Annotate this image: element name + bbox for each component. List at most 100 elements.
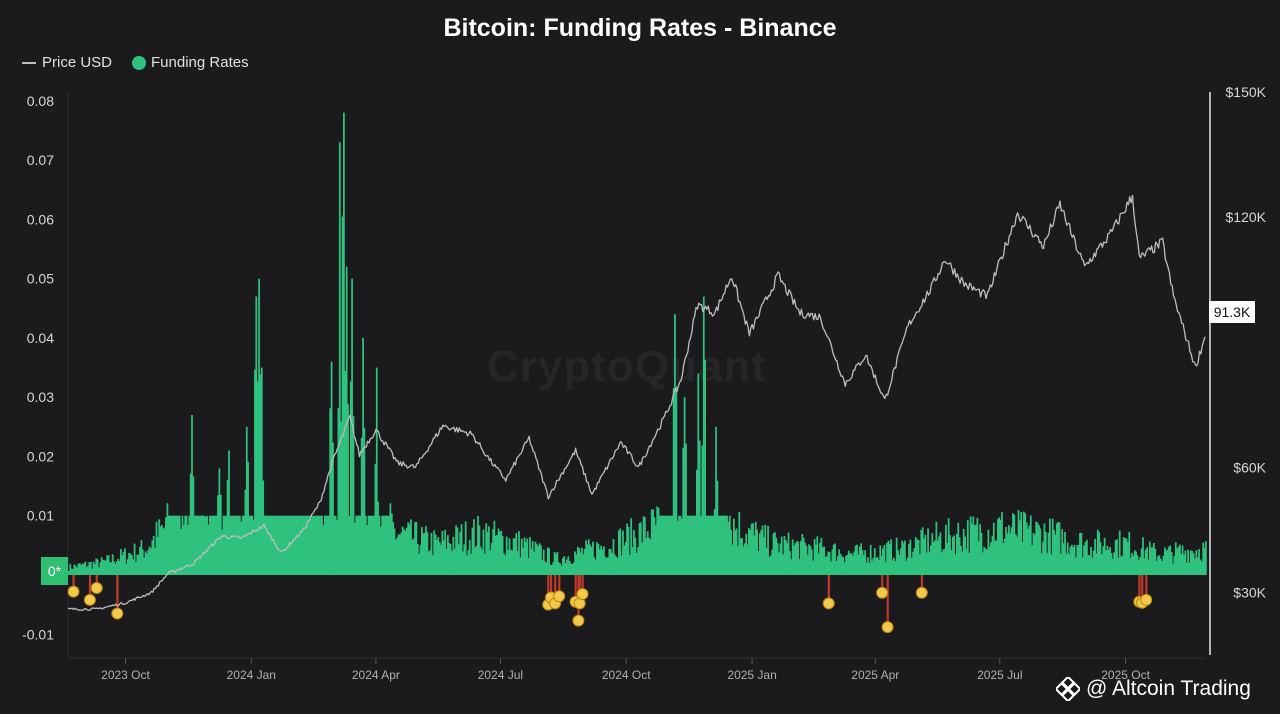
negative-funding-marker[interactable] (111, 607, 124, 620)
funding-bar (987, 529, 990, 575)
funding-bar (916, 539, 919, 575)
funding-bar (734, 530, 737, 575)
funding-bar (624, 542, 627, 575)
funding-bar (85, 567, 88, 575)
funding-bar (868, 562, 871, 575)
funding-bar (716, 480, 719, 575)
funding-bar (812, 560, 815, 575)
funding-bar (303, 515, 306, 575)
funding-bar (388, 515, 390, 575)
negative-funding-marker[interactable] (553, 590, 566, 603)
negative-funding-marker[interactable] (83, 593, 96, 606)
funding-bar (806, 555, 809, 575)
funding-bar (741, 537, 743, 575)
funding-bar (605, 557, 608, 575)
funding-bar (663, 515, 665, 575)
funding-bar (727, 522, 730, 575)
funding-bar (575, 554, 578, 575)
funding-bar (623, 545, 626, 575)
funding-bar (559, 563, 561, 575)
funding-bar (581, 547, 583, 575)
funding-bar (280, 515, 282, 575)
left-axis-tick-label: 0.06 (27, 211, 54, 227)
price-legend-label[interactable]: Price USD (42, 54, 113, 71)
funding-bar (158, 519, 161, 575)
funding-bar (326, 515, 329, 575)
funding-bar (1091, 557, 1094, 575)
funding-bar (218, 468, 221, 575)
negative-funding-marker[interactable] (572, 614, 585, 627)
funding-bar (1195, 550, 1198, 575)
funding-bar (810, 549, 813, 575)
funding-bar (920, 530, 923, 575)
funding-bar (295, 515, 297, 575)
funding-bar (883, 545, 886, 575)
funding-bar (701, 445, 704, 575)
funding-bar (299, 515, 301, 575)
funding-bar (966, 520, 969, 575)
negative-funding-marker[interactable] (576, 588, 589, 600)
funding-bar (839, 553, 842, 575)
funding-bar (390, 513, 393, 575)
funding-bar (395, 539, 397, 575)
funding-bar (842, 557, 845, 575)
funding-bar (1050, 554, 1053, 575)
negative-funding-marker[interactable] (67, 585, 80, 598)
negative-funding-marker[interactable] (881, 621, 894, 634)
funding-bar (250, 515, 252, 575)
funding-bar (971, 524, 973, 575)
zero-level-badge: 0* (41, 557, 68, 585)
funding-bar (126, 559, 129, 575)
funding-bar (1180, 554, 1183, 575)
funding-bar (671, 515, 674, 575)
funding-bar (831, 549, 834, 575)
funding-bar (148, 546, 151, 575)
funding-bar (1181, 545, 1184, 575)
funding-bar (748, 528, 750, 575)
funding-bar (995, 540, 998, 575)
funding-bar (349, 381, 352, 575)
funding-bar (945, 524, 947, 575)
funding-bar (898, 554, 901, 575)
funding-bar (252, 520, 255, 575)
funding-bar (117, 558, 120, 575)
funding-bar (1084, 541, 1087, 575)
funding-bar (308, 515, 311, 575)
funding-bar (939, 532, 942, 575)
funding-bar (879, 545, 882, 575)
negative-funding-marker[interactable] (90, 582, 103, 594)
negative-funding-marker[interactable] (876, 586, 889, 599)
funding-bar (1051, 518, 1054, 575)
funding-bar (360, 437, 363, 575)
funding-bar (243, 515, 245, 575)
funding-bar (742, 546, 745, 575)
negative-funding-marker[interactable] (915, 586, 928, 599)
funding-bar (187, 525, 189, 575)
negative-funding-marker[interactable] (822, 597, 835, 610)
funding-bar (170, 515, 173, 575)
funding-bar (473, 519, 475, 575)
right-axis-tick-label: $30K (1233, 584, 1266, 600)
funding-bar (980, 532, 983, 575)
funding-bar (750, 523, 753, 575)
funding-bar (1140, 548, 1143, 575)
negative-funding-marker[interactable] (1140, 593, 1153, 606)
funding-bar (553, 551, 556, 575)
right-axis-tick-label: $120K (1226, 209, 1267, 225)
funding-bar (399, 534, 401, 575)
funding-bar (691, 515, 694, 575)
funding-bar (92, 561, 95, 575)
funding-bar (217, 495, 219, 575)
funding-bar (247, 461, 249, 575)
funding-bar (752, 523, 754, 575)
funding-bar (445, 549, 448, 575)
funding-bar (847, 550, 850, 575)
funding-bar (771, 549, 774, 575)
funding-bar (768, 557, 771, 575)
funding-bar (529, 537, 531, 575)
funding-bar (875, 558, 878, 575)
funding-bar (429, 550, 431, 575)
funding-legend-label[interactable]: Funding Rates (151, 54, 249, 71)
funding-bar (214, 515, 217, 575)
funding-bar (1194, 558, 1196, 575)
